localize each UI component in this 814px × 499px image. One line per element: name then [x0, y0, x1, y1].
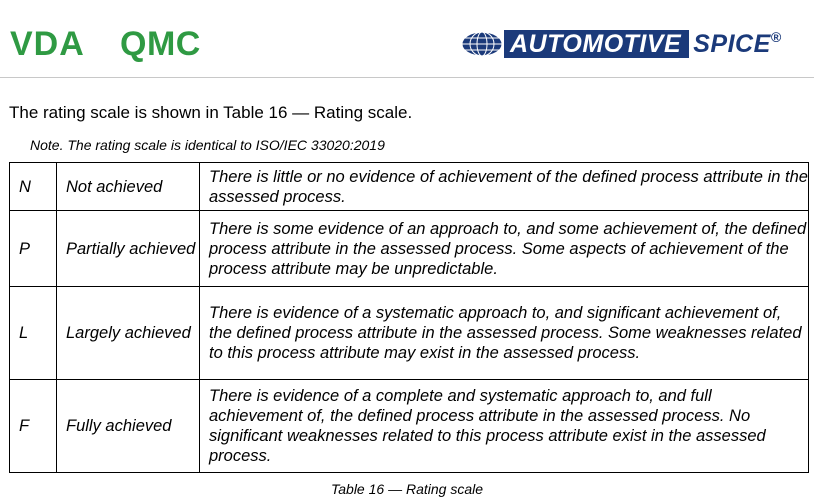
- table-row: P Partially achieved There is some evide…: [9, 210, 809, 287]
- table-caption: Table 16 — Rating scale: [330, 481, 484, 497]
- table-row: F Fully achieved There is evidence of a …: [9, 379, 809, 473]
- rating-code: P: [9, 210, 57, 287]
- rating-label: Largely achieved: [56, 286, 200, 380]
- rating-description: There is evidence of a complete and syst…: [199, 379, 809, 473]
- rating-description: There is little or no evidence of achiev…: [199, 162, 809, 211]
- rating-scale-table: N Not achieved There is little or no evi…: [9, 162, 809, 473]
- aspice-logo-spice: SPICE®: [689, 30, 781, 58]
- rating-code: N: [9, 162, 57, 211]
- rating-description: There is evidence of a systematic approa…: [199, 286, 809, 380]
- rating-code: F: [9, 379, 57, 473]
- qmc-logo: QMC: [120, 25, 201, 63]
- table-row: L Largely achieved There is evidence of …: [9, 286, 809, 380]
- globe-icon: [461, 31, 503, 57]
- rating-label: Partially achieved: [56, 210, 200, 287]
- aspice-logo-automotive: AUTOMOTIVE: [504, 30, 690, 58]
- rating-description: There is some evidence of an approach to…: [199, 210, 809, 287]
- rating-code: L: [9, 286, 57, 380]
- automotive-spice-logo: AUTOMOTIVE SPICE®: [460, 27, 782, 61]
- registered-mark: ®: [770, 29, 782, 45]
- header-divider: [0, 77, 814, 78]
- table-row: N Not achieved There is little or no evi…: [9, 162, 809, 211]
- vda-logo: VDA: [10, 25, 85, 63]
- rating-label: Fully achieved: [56, 379, 200, 473]
- intro-paragraph: The rating scale is shown in Table 16 — …: [9, 103, 413, 122]
- rating-label: Not achieved: [56, 162, 200, 211]
- page-header: VDA QMC AUTOMOTIVE SPICE®: [0, 0, 814, 80]
- aspice-logo-spice-text: SPICE: [693, 30, 771, 58]
- note-text: Note. The rating scale is identical to I…: [30, 137, 385, 153]
